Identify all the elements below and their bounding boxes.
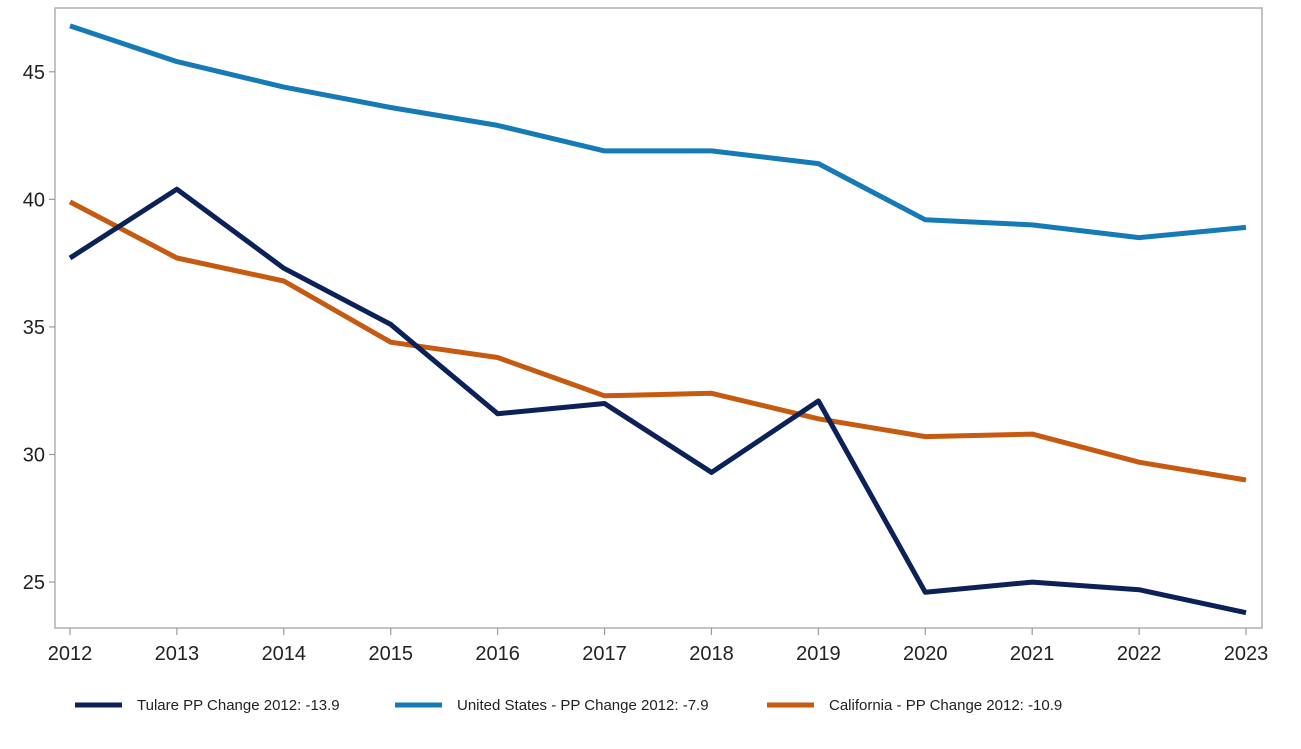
x-axis: 2012 2013 2014 2015 2016 2017 2018 2019 2020 2021…: [48, 628, 1269, 665]
y-tick-label: 40: [23, 189, 45, 211]
y-tick-label: 25: [23, 572, 45, 594]
x-tick-label: 2012: [48, 643, 93, 665]
x-tick-label: 2013: [155, 643, 200, 665]
x-tick-label: 2022: [1117, 643, 1162, 665]
x-tick-label: 2014: [262, 643, 307, 665]
x-tick-label: 2019: [796, 643, 841, 665]
y-tick-label: 45: [23, 62, 45, 84]
legend-item-united: United States - PP Change 2012: -7.9: [395, 697, 709, 714]
x-tick-label: 2018: [689, 643, 734, 665]
legend: Tulare PP Change 2012: -13.9 United State…: [75, 697, 1062, 714]
y-axis: 25 30 35 40 45: [23, 62, 55, 594]
x-tick-label: 2023: [1224, 643, 1269, 665]
series-line-california: [68, 199, 1247, 483]
x-tick-label: 2017: [582, 643, 627, 665]
y-tick-label: 35: [23, 317, 45, 339]
legend-label: Tulare PP Change 2012: -13.9: [137, 697, 340, 714]
series-line-united: [69, 23, 1247, 241]
legend-item-tulare: Tulare PP Change 2012: -13.9: [75, 697, 340, 714]
legend-item-california: California - PP Change 2012: -10.9: [767, 697, 1062, 714]
legend-label: California - PP Change 2012: -10.9: [829, 697, 1062, 714]
series-layer: [68, 23, 1247, 616]
series-line-tulare: [68, 186, 1247, 616]
x-tick-label: 2021: [1010, 643, 1055, 665]
legend-label: United States - PP Change 2012: -7.9: [457, 697, 709, 714]
plot-area-frame: [54, 7, 1263, 629]
x-tick-label: 2015: [368, 643, 413, 665]
x-tick-label: 2016: [475, 643, 520, 665]
x-tick-label: 2020: [903, 643, 948, 665]
y-tick-label: 30: [23, 445, 45, 467]
